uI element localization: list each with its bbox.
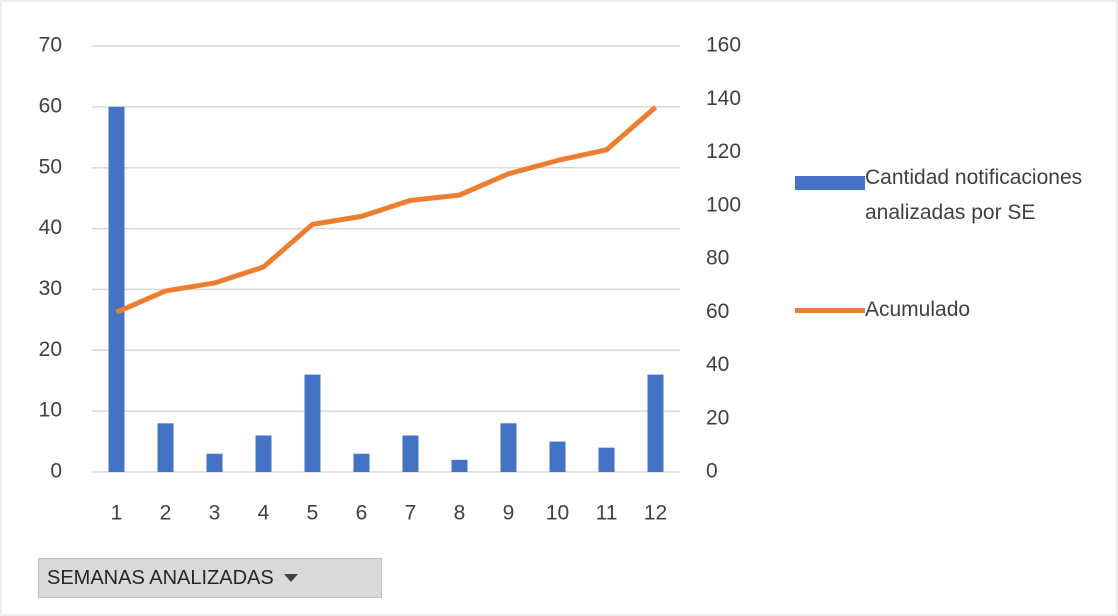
bar bbox=[206, 453, 223, 472]
x-tick-label: 9 bbox=[503, 502, 515, 525]
bar bbox=[402, 435, 419, 472]
legend-label: Cantidad notificaciones analizadas por S… bbox=[865, 166, 1083, 224]
legend-item: Acumulado bbox=[795, 292, 1095, 327]
y2-tick-label: 120 bbox=[706, 140, 741, 163]
y-tick-label: 40 bbox=[39, 216, 62, 239]
field-button-label: SEMANAS ANALIZADAS bbox=[47, 566, 274, 589]
y-tick-label: 10 bbox=[39, 399, 62, 422]
y-tick-label: 50 bbox=[39, 155, 62, 178]
y-tick-label: 20 bbox=[39, 338, 62, 361]
bar bbox=[108, 106, 125, 472]
y-tick-label: 0 bbox=[50, 460, 62, 483]
legend-key bbox=[795, 176, 865, 190]
y2-tick-label: 80 bbox=[706, 247, 729, 270]
x-tick-label: 3 bbox=[209, 502, 221, 525]
bar bbox=[598, 447, 615, 472]
bar bbox=[157, 423, 174, 472]
legend-key bbox=[795, 308, 865, 313]
x-tick-label: 2 bbox=[160, 502, 172, 525]
bar bbox=[451, 459, 468, 472]
x-tick-label: 4 bbox=[258, 502, 270, 525]
x-tick-label: 12 bbox=[644, 502, 667, 525]
y2-tick-label: 0 bbox=[706, 460, 718, 483]
legend-label: Acumulado bbox=[865, 298, 971, 321]
y2-tick-label: 140 bbox=[706, 87, 741, 110]
dropdown-arrow bbox=[283, 574, 298, 582]
x-tick-label: 7 bbox=[405, 502, 417, 525]
y-tick-label: 30 bbox=[39, 277, 62, 300]
x-tick-label: 10 bbox=[546, 502, 569, 525]
y2-tick-label: 100 bbox=[706, 193, 741, 216]
bar bbox=[255, 435, 272, 472]
y2-tick-label: 60 bbox=[706, 300, 729, 323]
field-button[interactable]: SEMANAS ANALIZADAS bbox=[38, 558, 382, 598]
bar bbox=[304, 374, 321, 472]
y2-tick-label: 40 bbox=[706, 353, 729, 376]
bar bbox=[500, 423, 517, 472]
bar bbox=[549, 441, 566, 472]
x-tick-label: 5 bbox=[307, 502, 319, 525]
x-tick-label: 6 bbox=[356, 502, 368, 525]
bar bbox=[353, 453, 370, 472]
x-tick-label: 1 bbox=[111, 502, 123, 525]
y2-tick-label: 20 bbox=[706, 406, 729, 429]
x-tick-label: 11 bbox=[596, 502, 618, 525]
y-tick-label: 70 bbox=[39, 34, 62, 57]
legend-item: Cantidad notificaciones analizadas por S… bbox=[795, 160, 1095, 230]
y-tick-label: 60 bbox=[39, 94, 62, 117]
line bbox=[115, 105, 658, 315]
y2-tick-label: 160 bbox=[706, 34, 741, 57]
bar bbox=[647, 374, 664, 472]
x-tick-label: 8 bbox=[454, 502, 466, 525]
